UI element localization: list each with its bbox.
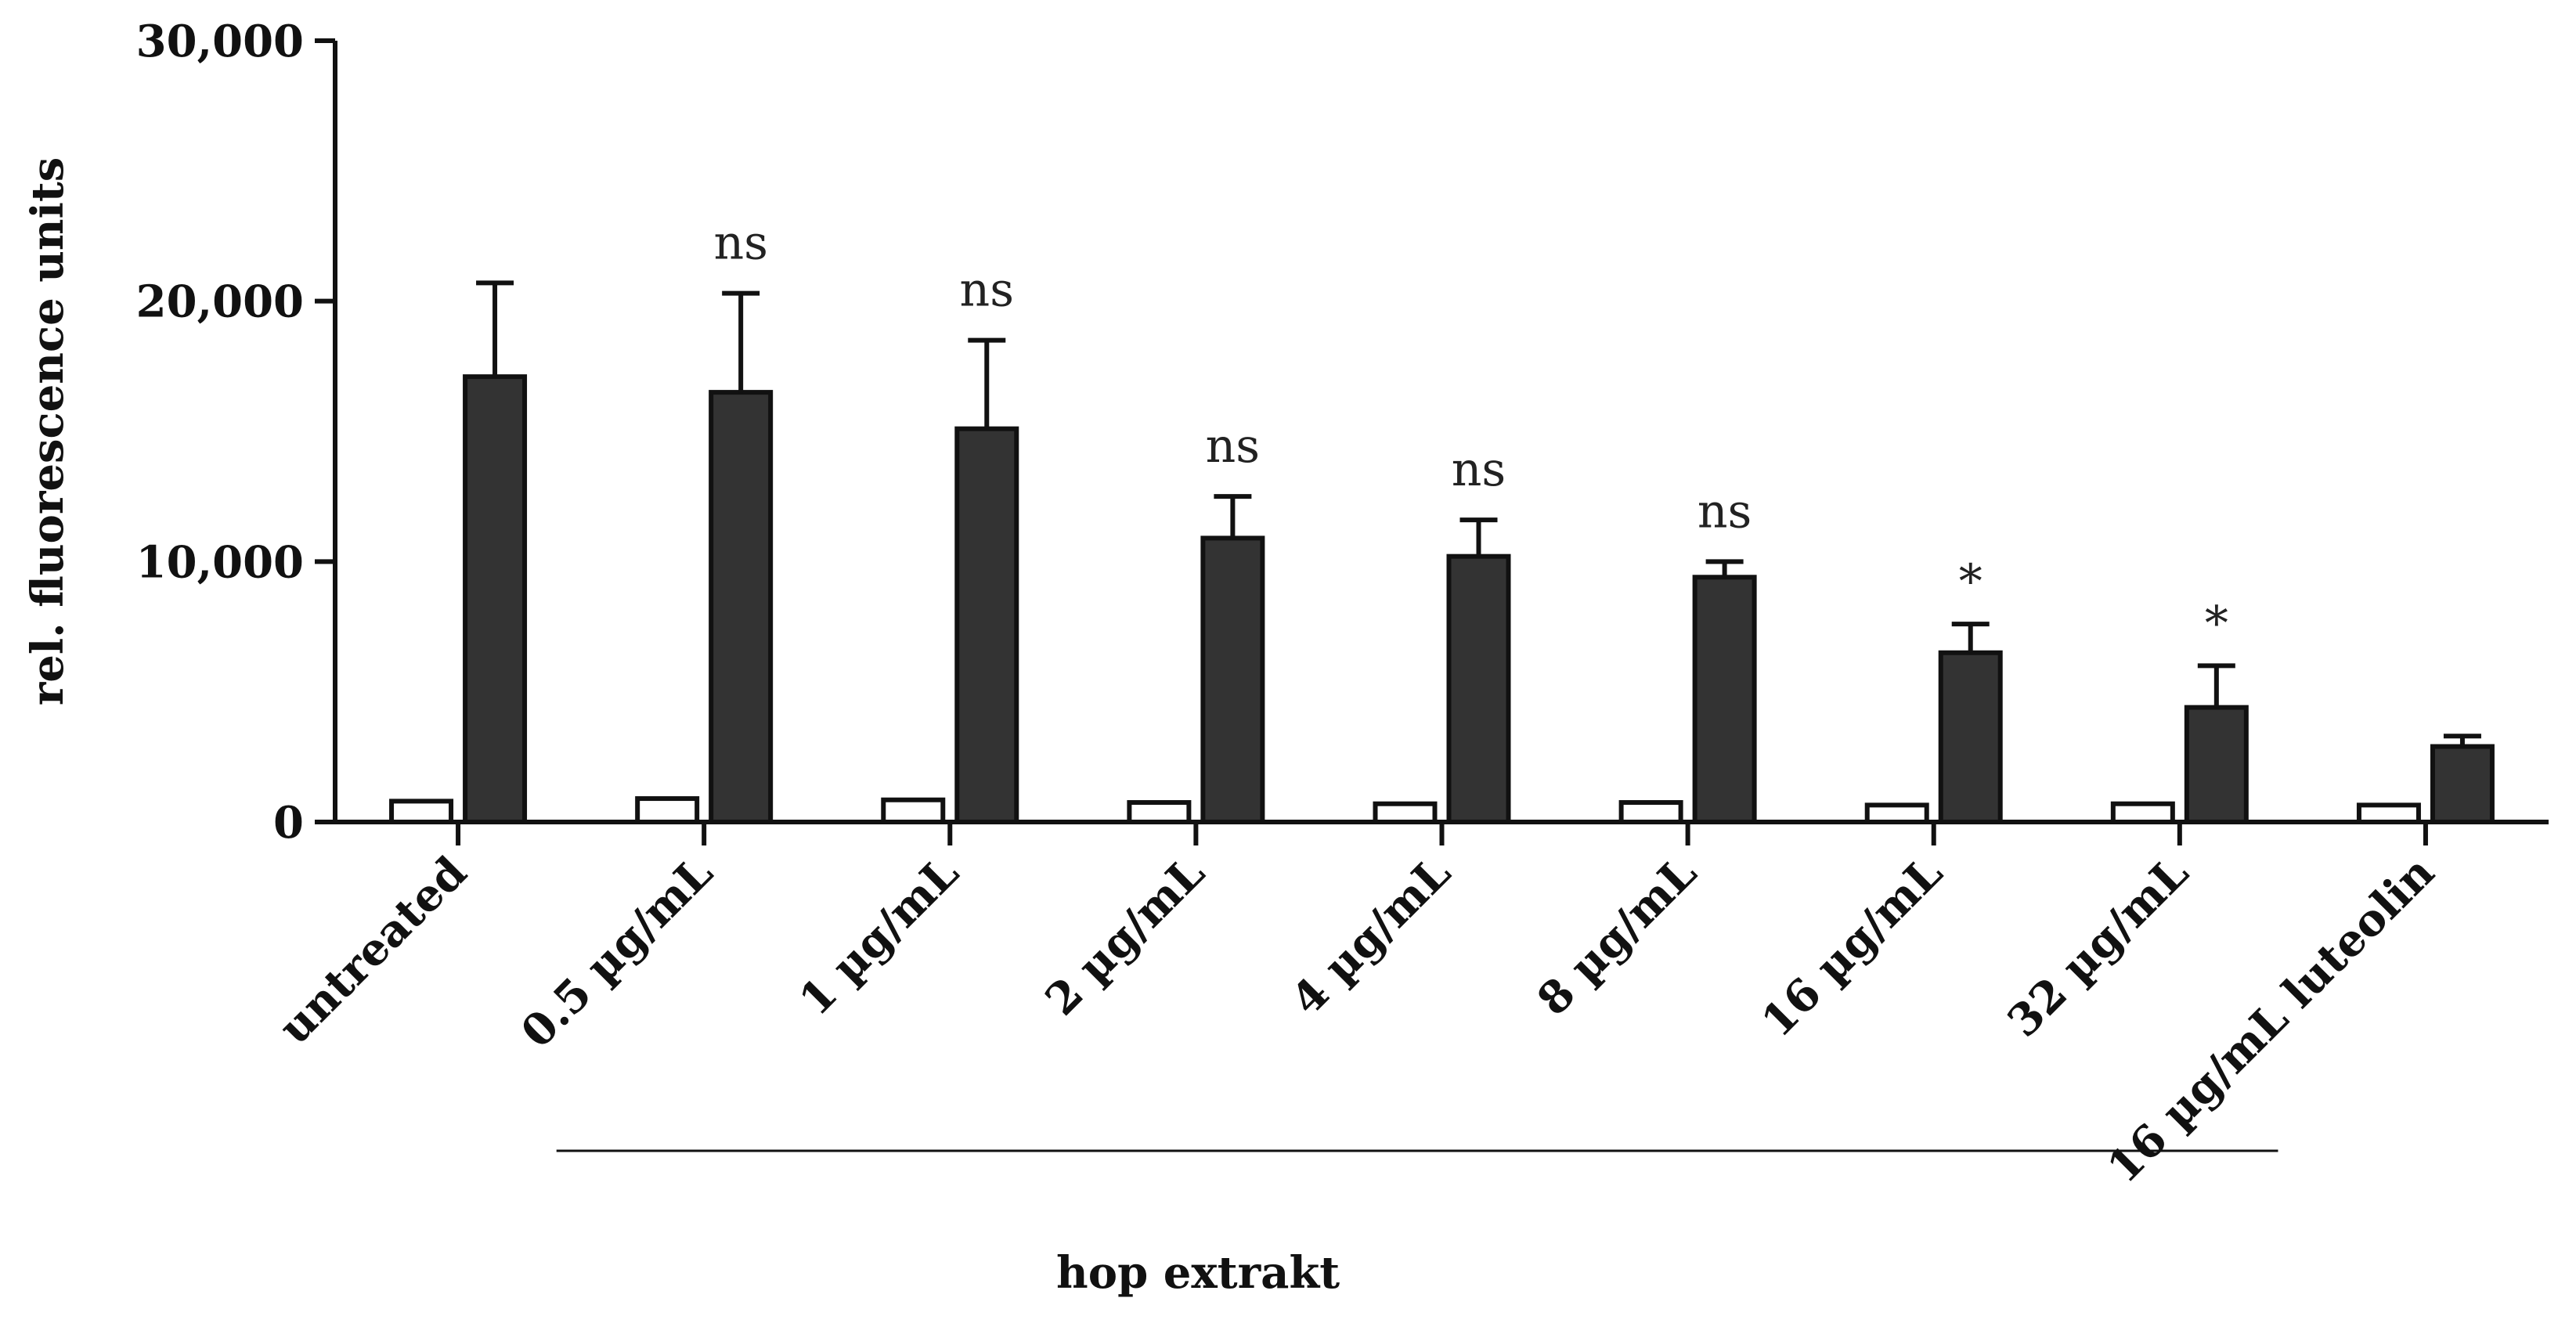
x-tick-label: untreated [269,846,477,1054]
bar [1692,575,1757,824]
bar [1938,650,2003,824]
significance-label: * [1959,554,1983,609]
bar [1373,801,1438,825]
bar [2110,801,2175,825]
bar [1127,800,1192,825]
x-tick-label: 4 µg/mL [1282,846,1461,1026]
bar [389,799,454,824]
y-tick-label: 10,000 [136,536,304,588]
significance-label: ns [713,216,767,271]
x-tick-label: 8 µg/mL [1528,846,1707,1026]
bar [709,390,774,825]
y-tick-label: 30,000 [136,16,304,67]
y-tick-label: 0 [273,797,304,849]
x-tick-label: 32 µg/mL [1997,846,2198,1047]
x-tick-label: 1 µg/mL [789,846,969,1026]
significance-label: ns [1452,442,1506,497]
x-tick-label: 2 µg/mL [1035,846,1214,1026]
y-tick-label: 20,000 [136,276,304,328]
bar [1446,553,1511,824]
annotations-layer: ns ns ns ns ns * * [713,216,2228,651]
bar [881,797,946,824]
x-tick-label: 0.5 µg/mL [511,846,723,1058]
x-ticks-layer: untreated 0.5 µg/mL 1 µg/mL 2 µg/mL 4 µg/mL 8… [269,822,2444,1193]
bar [1864,802,1929,825]
significance-label: ns [1206,419,1260,474]
significance-label: ns [960,263,1014,318]
significance-label: ns [1697,484,1752,539]
group-label: hop extrakt [1056,1247,1340,1299]
bar [1200,535,1265,824]
y-ticks-layer: 0 10,000 20,000 30,000 [136,16,335,849]
bar [954,426,1019,824]
error-bars-layer [476,280,2481,747]
bar [635,796,700,824]
bar [1618,800,1683,825]
significance-label: * [2205,596,2228,651]
bar [2356,802,2421,825]
y-axis-title: rel. fluorescence units [22,157,74,706]
bar [2430,744,2495,825]
bar [463,374,528,824]
bars-layer [389,374,2495,825]
x-tick-label: 16 µg/mL [1752,846,1952,1047]
bar [2184,705,2249,824]
